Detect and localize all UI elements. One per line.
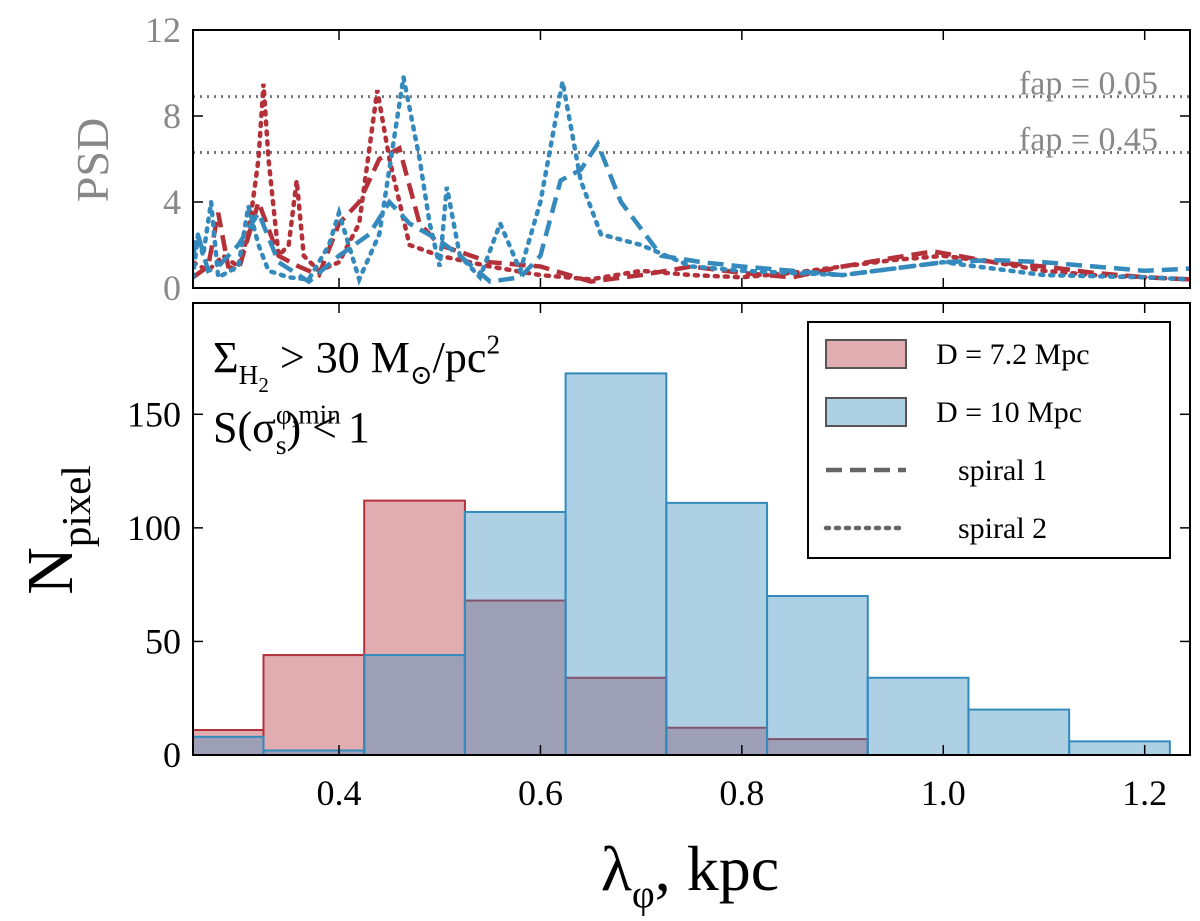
text-part: φ — [632, 872, 655, 916]
histogram-bar — [564, 372, 668, 755]
x-tick-label: 0.4 — [317, 773, 362, 813]
axes-frame — [192, 29, 1191, 289]
text-part: 2 — [258, 373, 269, 397]
histogram-bar — [363, 654, 466, 755]
text-part: pixel — [54, 465, 99, 547]
psd-line — [193, 139, 1190, 285]
text-part: ⊙ — [410, 360, 433, 390]
text-part: H — [239, 360, 259, 390]
legend-label: D = 10 Mpc — [936, 396, 1082, 429]
y-tick-label: 150 — [127, 394, 181, 434]
annotation: S(σφ,min s) < 1 — [213, 400, 370, 460]
y-tick-label: 50 — [145, 621, 181, 661]
histogram-bar — [463, 510, 567, 755]
text-part: 2 — [486, 330, 500, 360]
histogram-bar — [262, 654, 366, 755]
x-tick-label: 0.8 — [719, 773, 764, 813]
x-tick-label: 0.6 — [518, 773, 563, 813]
y-tick-label: 4 — [163, 182, 181, 222]
histogram-bar — [193, 735, 265, 755]
y-tick-label: 100 — [127, 508, 181, 548]
y-axis-label: Npixel — [14, 465, 99, 594]
histogram-bar — [1068, 740, 1171, 755]
plot-area — [193, 76, 1190, 286]
x-axis-label: λφ, kpc — [601, 833, 779, 916]
y-axis-label: PSD — [67, 118, 118, 202]
histogram-bar — [665, 501, 769, 755]
threshold-label: fap = 0.45 — [1019, 122, 1158, 159]
histogram-bar — [766, 595, 869, 755]
text-part: S(σ — [213, 403, 276, 452]
text-part: PSD — [67, 118, 118, 202]
text-part: N — [14, 547, 87, 595]
y-tick-label: 8 — [163, 96, 181, 136]
text-part: ) < 1 — [286, 403, 369, 452]
psd-line — [193, 76, 1190, 286]
y-tick-label: 12 — [145, 10, 181, 50]
text-part: , kpc — [655, 833, 779, 904]
histogram-bar — [866, 676, 970, 755]
x-tick-label: 1.2 — [1122, 773, 1167, 813]
legend-patch — [825, 339, 907, 369]
legend-label: D = 7.2 Mpc — [936, 338, 1090, 371]
legend-box — [807, 321, 1171, 559]
legend-label: spiral 1 — [958, 454, 1047, 487]
plot-area — [193, 372, 1171, 755]
text-part: /pc — [433, 333, 487, 382]
psd-line — [193, 144, 1190, 284]
y-tick-label: 0 — [163, 268, 181, 308]
legend-label: spiral 2 — [958, 512, 1047, 545]
text-part: s — [276, 430, 287, 460]
histogram-bar — [363, 499, 466, 755]
histogram-bar — [967, 708, 1071, 755]
x-tick-label: 1.0 — [921, 773, 966, 813]
text-part: Σ — [213, 333, 239, 382]
text-part: > 30 M — [269, 333, 410, 382]
y-tick-label: 0 — [163, 735, 181, 775]
psd-line — [193, 83, 1190, 282]
annotation: ΣH2 > 30 M⊙/pc2 — [213, 330, 500, 398]
axes-frame — [192, 302, 1191, 756]
legend-patch — [825, 397, 907, 427]
text-part: φ,min — [276, 400, 341, 430]
threshold-label: fap = 0.05 — [1019, 66, 1158, 103]
text-part: λ — [601, 833, 632, 904]
